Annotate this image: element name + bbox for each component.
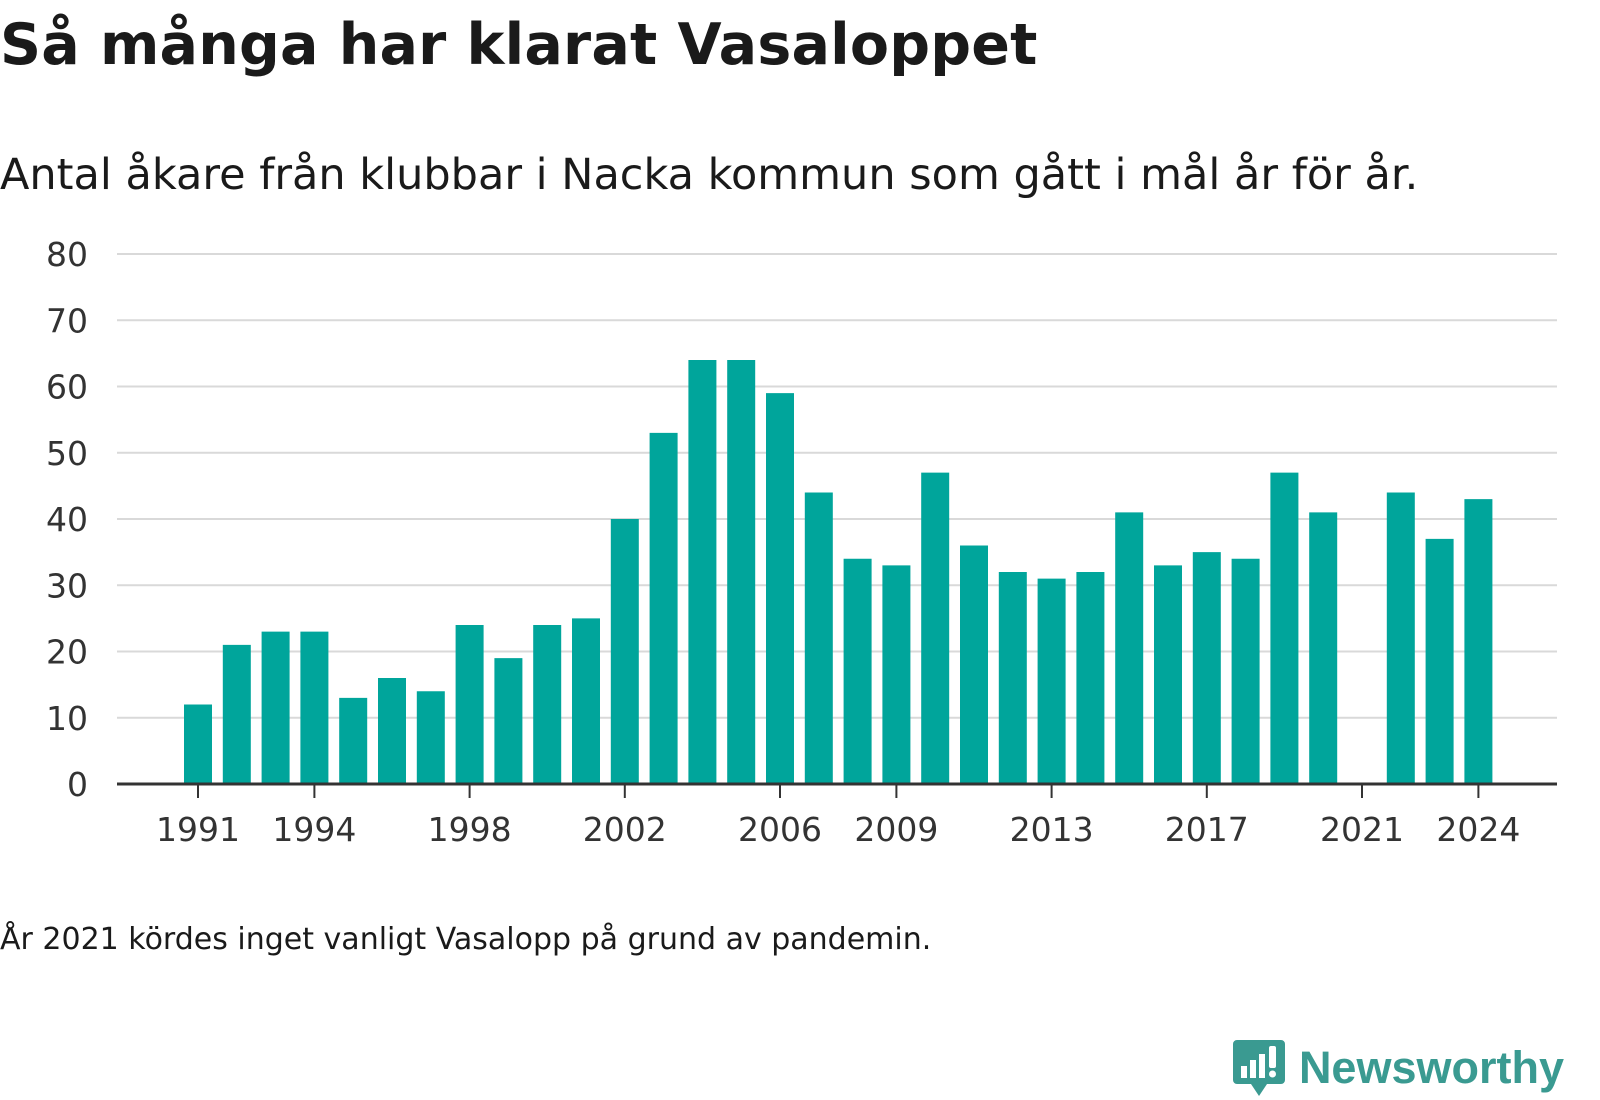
footnote: År 2021 kördes inget vanligt Vasalopp på…: [0, 922, 932, 957]
bar-2024: [1464, 499, 1493, 784]
y-tick-label-50: 50: [46, 434, 88, 473]
bar-2016: [1154, 565, 1182, 784]
y-tick-label-30: 30: [46, 566, 88, 605]
x-tick-label-1991: 1991: [156, 810, 240, 849]
x-tick-label-2024: 2024: [1436, 810, 1520, 849]
x-tick-label-2013: 2013: [1010, 810, 1094, 849]
x-tick-label-1998: 1998: [428, 810, 512, 849]
bar-2011: [960, 545, 988, 784]
bar-2003: [649, 432, 678, 784]
bar-1997: [416, 691, 445, 784]
bar-2012: [998, 572, 1027, 784]
y-tick-label-20: 20: [46, 633, 88, 672]
bar-1992: [222, 644, 251, 784]
bar-2020: [1309, 512, 1338, 784]
bar-chart: 0 10 20 30 40 50 60 70 80 1991 1994 1998 2002 2006 200…: [46, 235, 1557, 849]
y-tick-label-40: 40: [46, 500, 88, 539]
x-tick-label-2009: 2009: [854, 810, 938, 849]
bar-2000: [533, 625, 562, 784]
y-tick-label-0: 0: [67, 765, 88, 804]
bar-2005: [727, 360, 756, 784]
bar-2013: [1037, 578, 1066, 784]
bar-2004: [688, 360, 717, 784]
bar-2019: [1270, 472, 1299, 784]
bar-2001: [572, 618, 600, 784]
bar-2002: [610, 519, 639, 784]
newsworthy-brand: Newsworthy: [1232, 1038, 1564, 1098]
chart-title: Så många har klarat Vasaloppet: [0, 12, 1038, 78]
bar-1991: [184, 704, 212, 784]
y-tick-label-60: 60: [46, 368, 88, 407]
y-tick-label-80: 80: [46, 235, 88, 274]
bar-2010: [921, 472, 950, 784]
newsworthy-chart-bubble-icon: [1232, 1040, 1285, 1096]
bar-1993: [261, 631, 290, 784]
bar-1996: [378, 678, 406, 784]
bar-1998: [455, 625, 484, 784]
bar-1994: [300, 631, 329, 784]
bar-2018: [1231, 558, 1260, 784]
bar-1995: [339, 697, 368, 784]
x-tick-label-2017: 2017: [1165, 810, 1249, 849]
bar-2023: [1425, 538, 1454, 784]
y-tick-label-70: 70: [46, 301, 88, 340]
bar-2014: [1076, 572, 1105, 784]
bar-2017: [1192, 552, 1221, 784]
brand-name: Newsworthy: [1298, 1042, 1564, 1093]
x-tick-label-2006: 2006: [738, 810, 822, 849]
bar-2007: [804, 492, 833, 784]
x-tick-label-1994: 1994: [272, 810, 356, 849]
bar-2006: [766, 393, 794, 784]
bar-2022: [1386, 492, 1415, 784]
y-tick-label-10: 10: [46, 699, 88, 738]
bar-2009: [882, 565, 911, 784]
bar-2008: [843, 558, 872, 784]
chart-subtitle: Antal åkare från klubbar i Nacka kommun …: [0, 150, 1419, 200]
bar-1999: [494, 658, 523, 784]
x-tick-label-2021: 2021: [1320, 810, 1404, 849]
x-tick-label-2002: 2002: [583, 810, 667, 849]
bar-2015: [1115, 512, 1144, 784]
